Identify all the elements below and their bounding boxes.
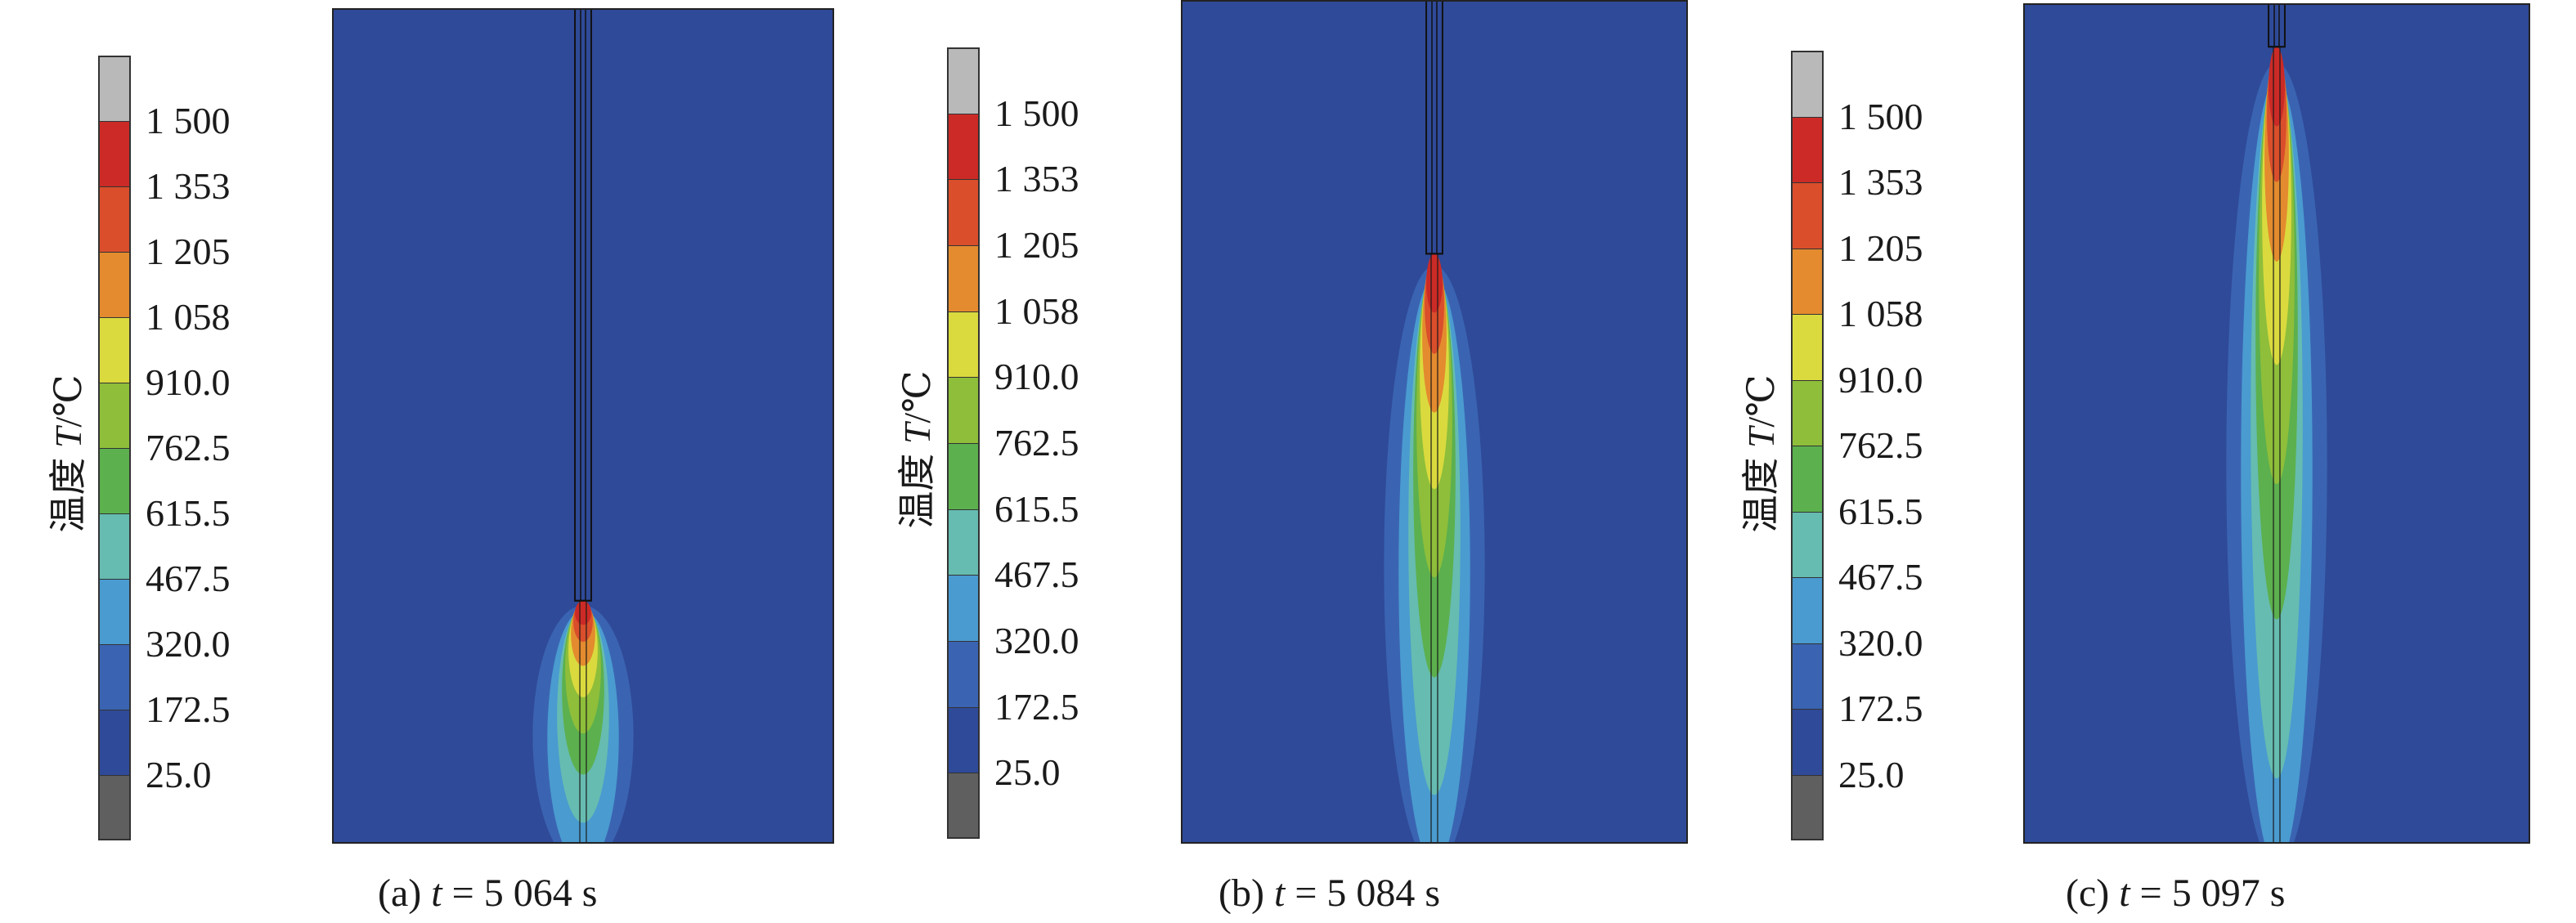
colorbar-segment — [947, 377, 980, 443]
colorbar-tick-label: 1 205 — [146, 231, 231, 272]
colorbar-tick-label: 467.5 — [994, 553, 1079, 596]
colorbar — [947, 47, 980, 839]
panel-b: 温度 T/℃ (b) t = 5 084 s 1 500 1 353 1 205 1 … — [849, 0, 1699, 923]
colorbar-segment — [1791, 182, 1824, 249]
colorbar-tick-label: 1 500 — [994, 92, 1079, 134]
panel-c: 温度 T/℃ (c) t = 5 097 s 1 500 1 353 1 205 1 … — [1693, 0, 2543, 923]
colorbar-segment — [98, 448, 131, 513]
colorbar-tick-label: 1 353 — [1838, 161, 1923, 203]
colorbar-tick-label: 615.5 — [1838, 490, 1923, 532]
panel-a: 温度 T/℃ (a) t = 5 064 s 1 500 1 353 1 205 1 … — [0, 0, 850, 923]
colorbar-tick-label: 762.5 — [994, 422, 1079, 464]
colorbar-segment — [947, 641, 980, 707]
colorbar-segment — [947, 706, 980, 773]
colorbar-segment — [1791, 709, 1824, 775]
colorbar-tick-label: 1 500 — [146, 100, 231, 141]
colorbar-segment — [98, 644, 131, 710]
colorbar-tick-label: 25.0 — [146, 754, 212, 795]
colorbar — [98, 56, 131, 840]
field-plot — [2025, 5, 2529, 842]
colorbar-segment — [1791, 51, 1824, 117]
colorbar-segment — [1791, 248, 1824, 314]
colorbar-segment — [1791, 577, 1824, 643]
temperature-contour — [575, 600, 591, 625]
colorbar-tick-label: 1 205 — [994, 224, 1079, 266]
colorbar-segment — [947, 575, 980, 641]
colorbar-segment — [98, 710, 131, 775]
colorbar-segment — [1791, 379, 1824, 446]
colorbar-segment — [98, 121, 131, 186]
colorbar-tick-label: 910.0 — [994, 356, 1079, 398]
colorbar-tick-label: 1 205 — [1838, 226, 1923, 269]
colorbar-frame — [1791, 51, 1824, 840]
colorbar-segment — [1791, 774, 1824, 840]
colorbar-tick-label: 910.0 — [1838, 358, 1923, 401]
colorbar-tick-label: 172.5 — [146, 688, 231, 730]
colorbar-segment — [98, 317, 131, 383]
colorbar-tick-label: 320.0 — [994, 620, 1079, 661]
colorbar-tick-label: 1 353 — [146, 165, 231, 207]
colorbar-frame — [98, 56, 131, 840]
colorbar-tick-label: 320.0 — [1838, 621, 1923, 664]
colorbar-tick-label: 320.0 — [146, 623, 231, 665]
colorbar-segment — [1791, 446, 1824, 512]
colorbar-segment — [1791, 116, 1824, 182]
colorbar-tick-label: 25.0 — [1838, 753, 1905, 795]
colorbar-segment — [98, 513, 131, 579]
colorbar-label: 温度 T/℃ — [1740, 374, 1782, 533]
wire-outline — [574, 10, 592, 602]
colorbar-segment — [98, 186, 131, 252]
colorbar-segment — [947, 773, 980, 839]
colorbar-tick-label: 910.0 — [146, 361, 231, 403]
colorbar-tick-label: 615.5 — [146, 492, 231, 534]
temperature-field — [2023, 3, 2530, 844]
colorbar-segment — [1791, 643, 1824, 709]
colorbar-tick-label: 1 058 — [1838, 293, 1923, 334]
colorbar-tick-label: 1 058 — [146, 296, 231, 338]
colorbar-segment — [947, 311, 980, 378]
temperature-contour — [2269, 47, 2285, 127]
colorbar-segment — [1791, 314, 1824, 380]
temperature-field — [332, 8, 834, 844]
colorbar-tick-label: 762.5 — [1838, 424, 1923, 466]
colorbar-segment — [947, 509, 980, 576]
colorbar-segment — [1791, 511, 1824, 577]
colorbar-tick-label: 467.5 — [146, 558, 231, 599]
panel-caption: (c) t = 5 097 s — [2066, 871, 2286, 915]
field-plot — [1183, 2, 1686, 842]
colorbar-segment — [947, 113, 980, 180]
temperature-contour — [1426, 253, 1443, 313]
colorbar-tick-label: 172.5 — [1838, 688, 1923, 729]
colorbar-tick-label: 172.5 — [994, 685, 1079, 728]
colorbar-tick-label: 1 353 — [994, 158, 1079, 200]
colorbar-frame — [947, 47, 980, 839]
colorbar-segment — [98, 775, 131, 840]
colorbar-segment — [947, 47, 980, 114]
colorbar-tick-label: 25.0 — [994, 751, 1061, 794]
colorbar-segment — [98, 579, 131, 644]
colorbar-label: 温度 T/℃ — [896, 370, 938, 529]
temperature-field — [1181, 0, 1688, 844]
wire-outline — [1425, 2, 1443, 255]
colorbar-segment — [98, 383, 131, 448]
panel-caption: (b) t = 5 084 s — [1218, 871, 1441, 915]
colorbar-segment — [98, 252, 131, 317]
colorbar-segment — [947, 245, 980, 311]
wire-outline — [2268, 5, 2286, 48]
colorbar-tick-label: 1 500 — [1838, 95, 1923, 137]
colorbar-segment — [947, 179, 980, 245]
colorbar-tick-label: 467.5 — [1838, 556, 1923, 598]
colorbar-tick-label: 615.5 — [994, 487, 1079, 530]
colorbar-segment — [947, 443, 980, 509]
panel-caption: (a) t = 5 064 s — [378, 871, 598, 915]
field-plot — [334, 10, 832, 842]
colorbar — [1791, 51, 1824, 840]
colorbar-tick-label: 762.5 — [146, 427, 231, 468]
colorbar-label: 温度 T/℃ — [47, 374, 89, 533]
colorbar-tick-label: 1 058 — [994, 289, 1079, 332]
